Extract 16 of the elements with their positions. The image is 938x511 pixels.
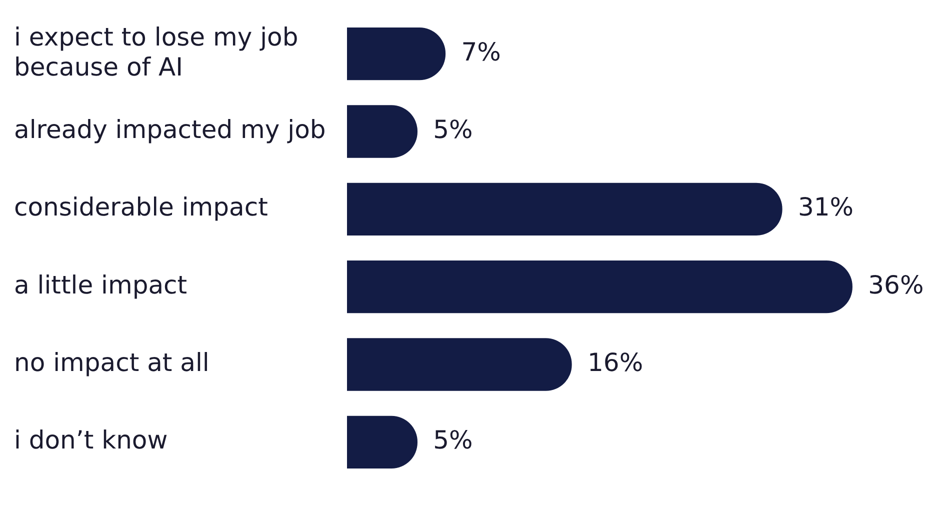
bar bbox=[347, 338, 572, 391]
data-label: 36% bbox=[868, 270, 924, 300]
bar bbox=[347, 182, 782, 236]
y-tick-label: already impacted my job bbox=[14, 115, 326, 144]
data-label: 31% bbox=[798, 192, 854, 222]
y-tick-label: considerable impact bbox=[14, 192, 268, 222]
data-label: 16% bbox=[588, 348, 644, 377]
y-tick-label: no impact at all bbox=[14, 348, 210, 377]
data-label: 7% bbox=[461, 37, 501, 66]
y-tick-label: i don’t know bbox=[14, 426, 168, 455]
y-tick-label: a little impact bbox=[14, 270, 188, 300]
data-label: 5% bbox=[433, 426, 473, 455]
data-label: 5% bbox=[433, 115, 473, 144]
y-tick-label: i expect to lose my job because of AI bbox=[14, 22, 298, 82]
bar bbox=[347, 260, 852, 314]
bar bbox=[347, 28, 446, 80]
